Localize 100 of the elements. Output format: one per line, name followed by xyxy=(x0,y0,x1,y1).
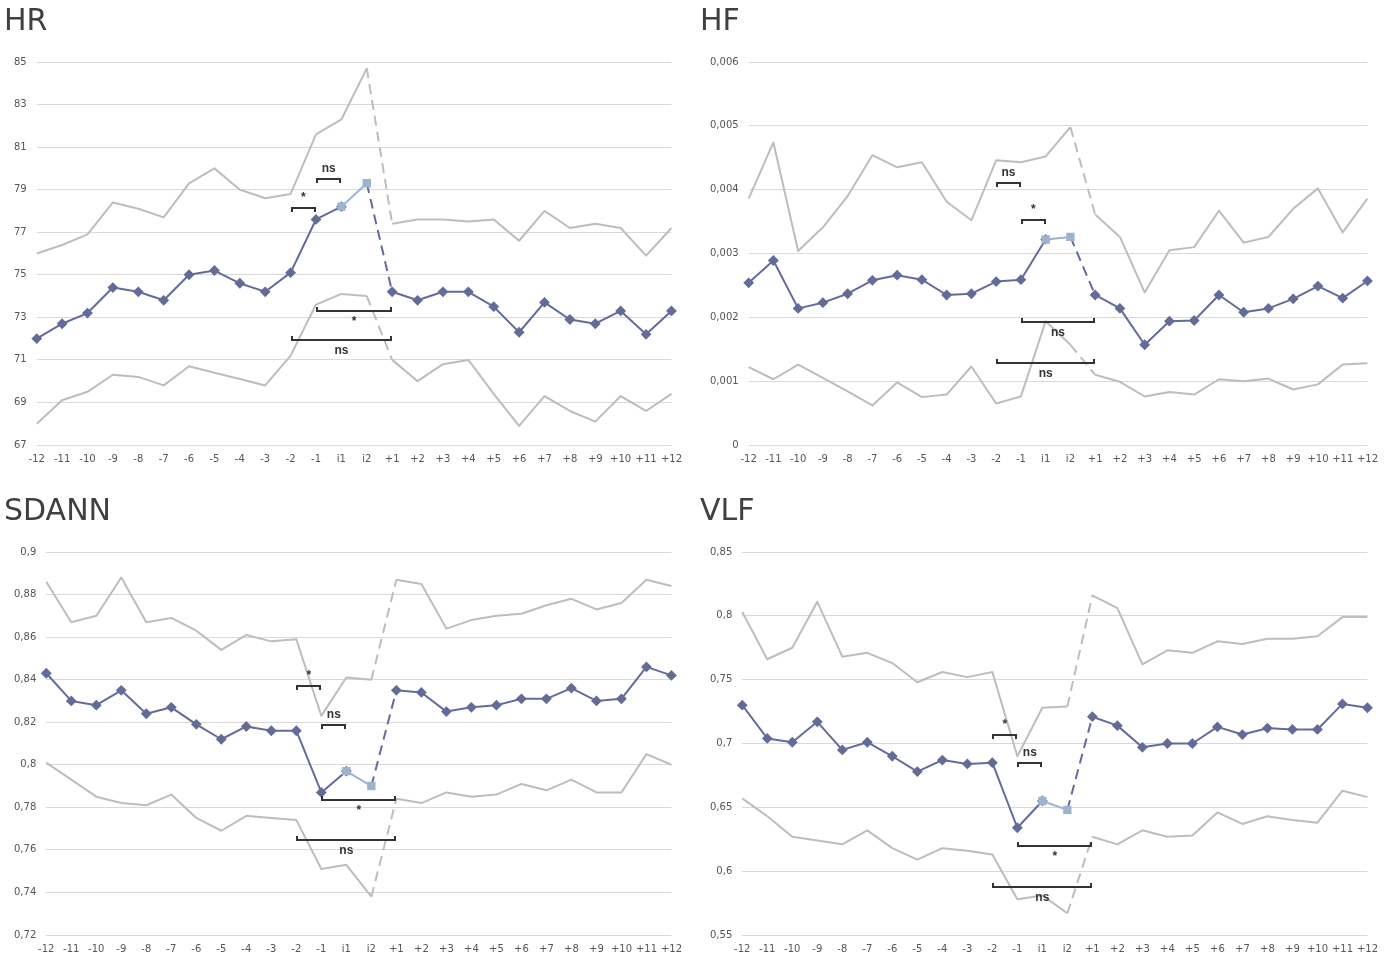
annotation: * xyxy=(356,803,362,818)
x-tick-label: +6 xyxy=(511,452,527,464)
x-tick-label: +9 xyxy=(1285,452,1301,464)
x-tick-label: +12 xyxy=(1356,942,1378,954)
x-tick-label: +12 xyxy=(660,452,682,464)
x-tick-label: -3 xyxy=(962,942,973,954)
x-tick-label: -4 xyxy=(241,942,252,954)
x-tick-label: i2 xyxy=(366,942,376,954)
x-tick-label: -9 xyxy=(116,942,127,954)
y-tick-label: 0,8 xyxy=(20,758,37,770)
y-tick-label: 0 xyxy=(732,438,739,450)
y-tick-label: 81 xyxy=(13,140,27,152)
y-tick-label: 0,006 xyxy=(709,55,739,67)
x-tick-label: -11 xyxy=(53,452,71,464)
y-tick-label: 77 xyxy=(13,225,27,237)
x-tick-label: +7 xyxy=(537,452,552,464)
y-tick-label: 0,6 xyxy=(716,864,733,876)
x-tick-label: i1 xyxy=(1037,942,1047,954)
y-tick-label: 67 xyxy=(13,438,27,450)
x-tick-label: +11 xyxy=(635,942,657,954)
y-tick-label: 73 xyxy=(13,310,27,322)
x-tick-label: -9 xyxy=(812,942,823,954)
x-tick-label: -7 xyxy=(158,452,169,464)
x-tick-label: +5 xyxy=(489,942,504,954)
x-tick-label: +6 xyxy=(1211,452,1227,464)
x-tick-label: +1 xyxy=(384,452,400,464)
x-tick-label: -2 xyxy=(285,452,296,464)
chart-title: SDANN xyxy=(4,491,112,527)
y-tick-label: 83 xyxy=(13,98,27,110)
x-tick-label: -12 xyxy=(38,942,55,954)
x-tick-label: +8 xyxy=(564,942,579,954)
y-tick-label: 0,65 xyxy=(710,800,733,812)
x-tick-label: +12 xyxy=(660,942,682,954)
x-tick-label: -12 xyxy=(740,452,757,464)
x-tick-label: -5 xyxy=(216,942,227,954)
annotation: * xyxy=(351,314,357,329)
x-tick-label: -10 xyxy=(784,942,801,954)
x-tick-label: -9 xyxy=(817,452,828,464)
y-tick-label: 0,85 xyxy=(710,545,733,557)
y-tick-label: 0,74 xyxy=(14,886,37,898)
x-tick-label: +6 xyxy=(1210,942,1225,954)
x-tick-label: -12 xyxy=(734,942,751,954)
x-tick-label: +1 xyxy=(1084,942,1100,954)
x-tick-label: +3 xyxy=(435,452,451,464)
x-tick-label: +8 xyxy=(1261,452,1276,464)
x-tick-label: -3 xyxy=(266,942,277,954)
y-tick-label: 0,88 xyxy=(14,588,37,600)
x-tick-label: -7 xyxy=(867,452,878,464)
x-tick-label: i1 xyxy=(336,452,346,464)
x-tick-label: -1 xyxy=(316,942,327,954)
x-tick-label: +12 xyxy=(1356,452,1378,464)
y-tick-label: 0,55 xyxy=(710,928,733,940)
x-tick-label: -11 xyxy=(63,942,80,954)
x-tick-label: +4 xyxy=(1160,942,1175,954)
x-tick-label: -1 xyxy=(1015,452,1026,464)
annotation: * xyxy=(306,667,312,682)
x-tick-label: +8 xyxy=(1260,942,1275,954)
chart-title: HF xyxy=(700,1,740,37)
annotation: ns xyxy=(339,842,354,857)
x-tick-label: i1 xyxy=(341,942,351,954)
y-tick-label: 0,86 xyxy=(14,630,37,642)
y-tick-label: 79 xyxy=(13,183,27,195)
x-tick-label: +4 xyxy=(460,452,476,464)
x-tick-label: -6 xyxy=(184,452,195,464)
x-tick-label: +8 xyxy=(562,452,578,464)
annotation: ns xyxy=(1051,325,1066,340)
x-tick-label: -3 xyxy=(966,452,977,464)
x-tick-label: -8 xyxy=(141,942,152,954)
annotation: ns xyxy=(1022,745,1037,760)
x-tick-label: -11 xyxy=(759,942,776,954)
x-tick-label: -1 xyxy=(1012,942,1023,954)
x-tick-label: +4 xyxy=(464,942,479,954)
x-tick-label: i2 xyxy=(1062,942,1072,954)
y-tick-label: 0,72 xyxy=(14,928,37,940)
x-tick-label: +2 xyxy=(414,942,429,954)
annotation: ns xyxy=(1001,165,1016,180)
x-tick-label: -8 xyxy=(133,452,144,464)
y-tick-label: 0,9 xyxy=(20,545,37,557)
x-tick-label: +7 xyxy=(539,942,554,954)
x-tick-label: -10 xyxy=(88,942,105,954)
x-tick-label: +7 xyxy=(1236,452,1252,464)
x-tick-label: -11 xyxy=(765,452,782,464)
annotation: ns xyxy=(326,707,341,722)
x-tick-label: +1 xyxy=(1087,452,1103,464)
x-tick-label: -2 xyxy=(291,942,302,954)
x-tick-label: -2 xyxy=(991,452,1002,464)
annotation: ns xyxy=(1035,889,1050,904)
x-tick-label: +6 xyxy=(514,942,529,954)
y-tick-label: 0,82 xyxy=(14,715,37,727)
x-tick-label: i2 xyxy=(362,452,372,464)
x-tick-label: +5 xyxy=(486,452,502,464)
x-tick-label: +4 xyxy=(1162,452,1177,464)
x-tick-label: +11 xyxy=(635,452,657,464)
x-tick-label: -6 xyxy=(191,942,202,954)
annotation: * xyxy=(1052,848,1058,863)
x-tick-label: +3 xyxy=(439,942,454,954)
y-tick-label: 0,001 xyxy=(709,374,739,386)
x-tick-label: -4 xyxy=(937,942,948,954)
x-tick-label: -10 xyxy=(789,452,807,464)
annotation: ns xyxy=(1038,365,1053,380)
